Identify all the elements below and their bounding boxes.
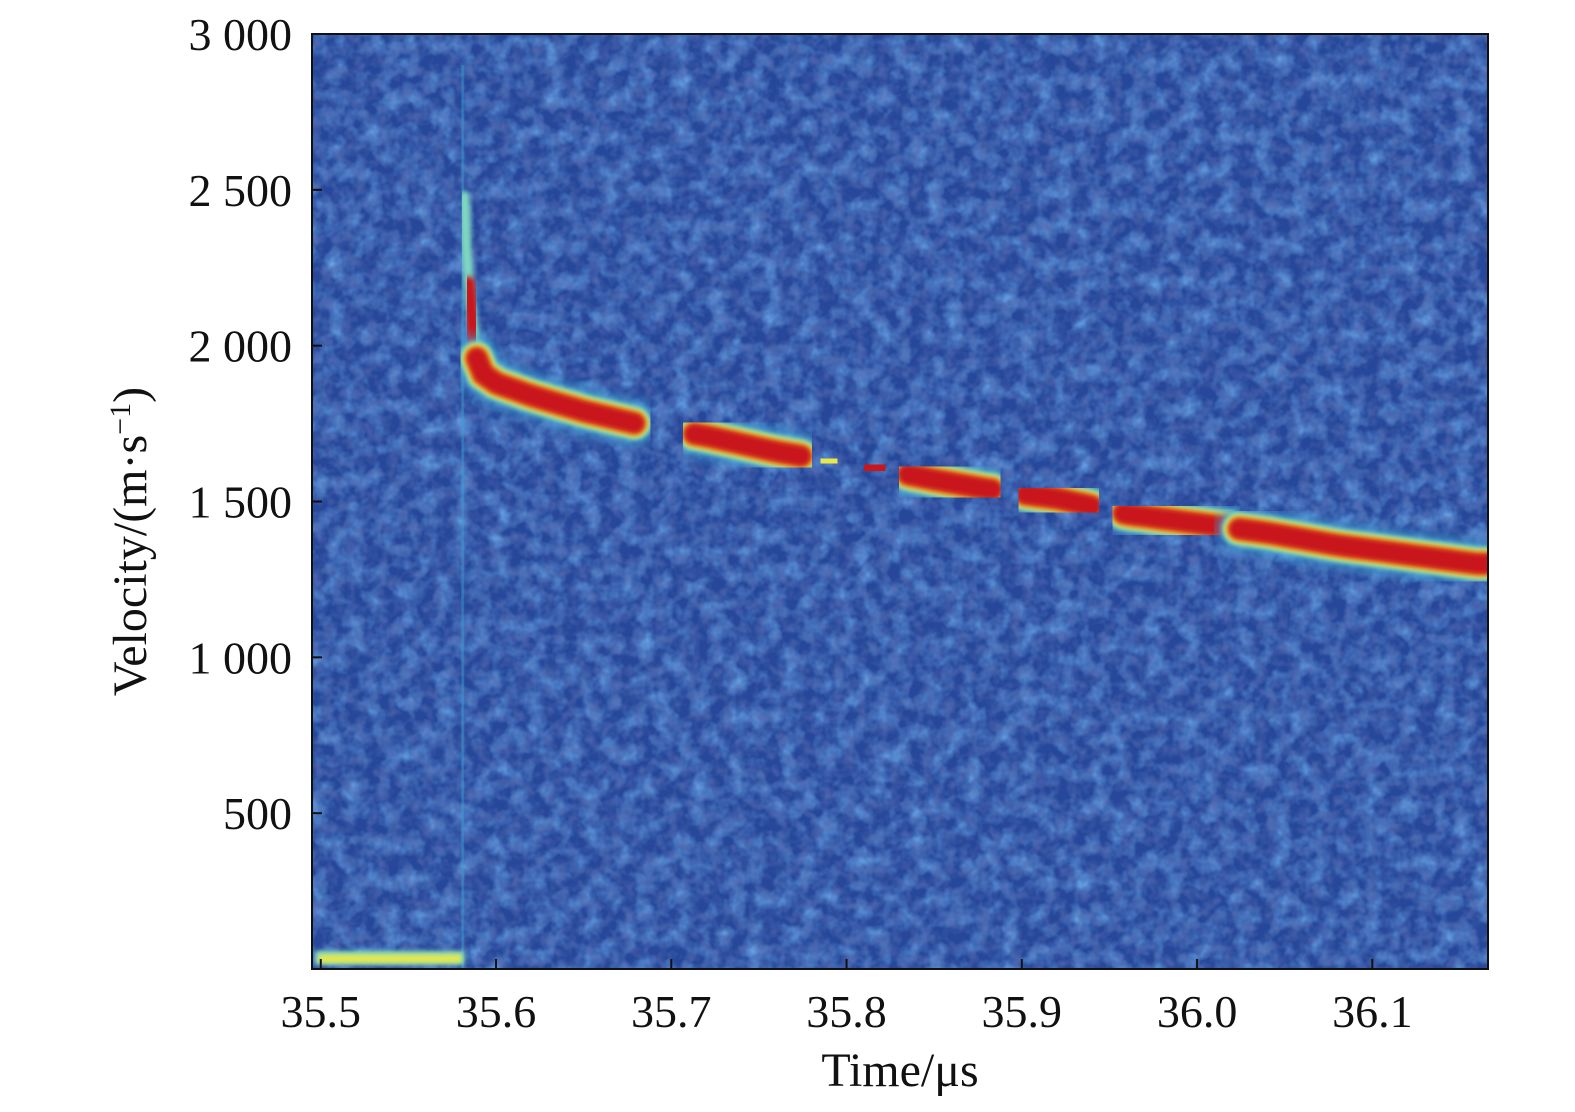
signal-trace-layer [315,65,1488,969]
y-tick-label: 1 500 [189,477,293,528]
x-tick-label: 35.8 [806,986,887,1037]
x-axis: 35.5 35.6 35.7 35.8 35.9 36.0 36.1 [281,959,1413,1037]
velocity-trace-edge [808,445,850,476]
y-axis-label-main: Velocity/(m·s [104,435,157,696]
velocity-trace-core [466,348,645,434]
y-tick-label: 2 000 [189,321,293,372]
y-axis-label: Velocity/(m·s−1) [104,387,158,696]
y-axis-label-superscript: −1 [104,403,137,435]
velocity-trace-core [1113,503,1239,538]
y-axis-label-close: ) [104,387,157,403]
velocity-trace-core [855,456,894,480]
velocity-trace-core [1229,518,1488,574]
x-tick-label: 35.9 [982,986,1063,1037]
plot-area [312,34,1488,969]
x-tick-label: 35.6 [456,986,537,1037]
x-tick-label: 35.7 [631,986,712,1037]
velocity-trace-core [684,423,811,466]
velocity-trace-core [897,464,1002,500]
plot-noise-texture-dark [312,34,1488,969]
y-axis: 500 1 000 1 500 2 000 2 500 3 000 [189,9,322,839]
y-tick-label: 1 000 [189,632,293,683]
x-axis-label: Time/μs [821,1044,978,1097]
baseline-signal-core [318,954,462,963]
x-tick-label: 36.1 [1332,986,1413,1037]
velocity-trace-core [1015,484,1102,517]
velocity-trace-spike-core [460,276,482,353]
x-tick-label: 36.0 [1157,986,1238,1037]
y-tick-label: 500 [223,788,292,839]
y-tick-label: 3 000 [189,9,293,60]
x-tick-label: 35.5 [281,986,362,1037]
y-tick-label: 2 500 [189,165,293,216]
